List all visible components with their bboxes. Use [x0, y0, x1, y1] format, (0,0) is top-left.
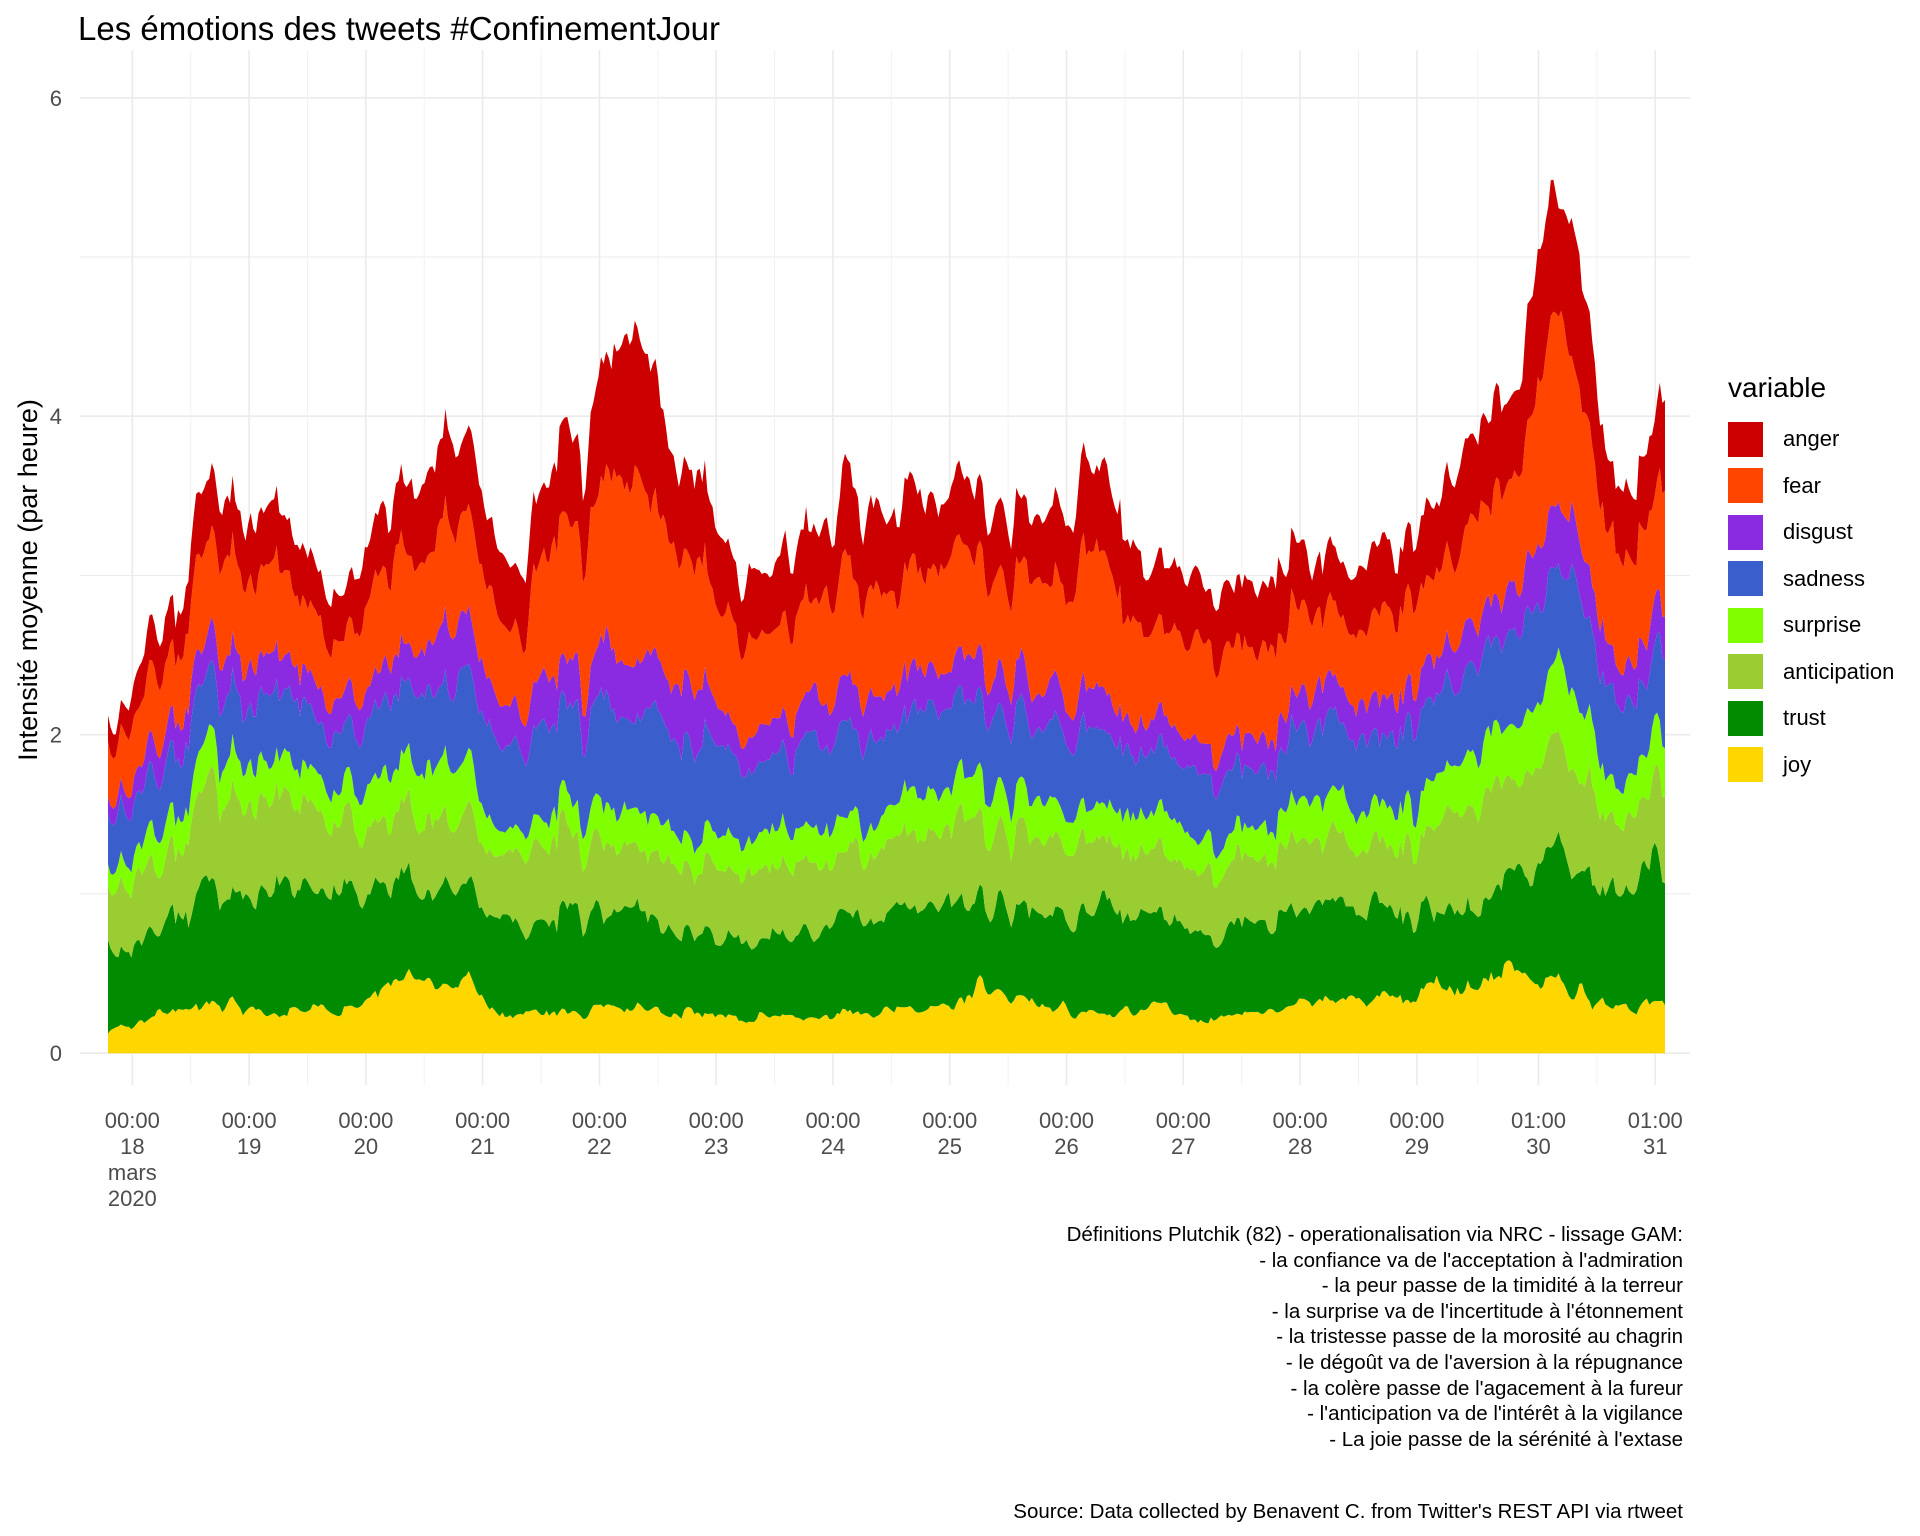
legend-swatch	[1728, 514, 1763, 550]
x-tick-label: 01:00 30	[1511, 1108, 1566, 1159]
caption-line: Définitions Plutchik (82) - operationali…	[1066, 1223, 1683, 1246]
legend-title: variable	[1728, 372, 1827, 403]
y-tick-label: 4	[50, 404, 62, 429]
y-tick-label: 0	[50, 1041, 62, 1066]
legend-item-disgust: disgust	[1725, 509, 1894, 556]
legend-item-trust: trust	[1725, 695, 1894, 742]
legend-swatch	[1728, 654, 1763, 690]
x-tick-label: 00:00 18 mars 2020	[105, 1108, 160, 1211]
source-note: Source: Data collected by Benavent C. fr…	[1013, 1500, 1683, 1523]
caption-line: - le dégoût va de l'aversion à la répugn…	[1285, 1350, 1683, 1374]
y-tick-label: 6	[50, 86, 62, 111]
x-tick-label: 00:00 21	[455, 1108, 510, 1159]
legend-item-joy: joy	[1725, 742, 1894, 789]
x-tick-label: 00:00 28	[1273, 1108, 1328, 1159]
caption-line: - la surprise va de l'incertitude à l'ét…	[1271, 1299, 1683, 1323]
y-axis-ticks: 0 2 4 6	[50, 86, 62, 1066]
caption-line: - la colère passe de l'agacement à la fu…	[1290, 1376, 1684, 1400]
caption-line: - La joie passe de la sérénité à l'extas…	[1329, 1427, 1683, 1451]
legend-label: trust	[1783, 705, 1826, 731]
legend-label: joy	[1783, 751, 1812, 777]
legend-swatch	[1728, 700, 1763, 736]
legend-label: disgust	[1783, 519, 1853, 545]
legend-items: anger fear disgust sadness surprise anticipat…	[1725, 416, 1894, 788]
legend-swatch	[1728, 607, 1763, 643]
area-surprise	[108, 647, 1665, 899]
legend-swatch	[1728, 421, 1763, 457]
caption: Définitions Plutchik (82) - operationali…	[1067, 1222, 1683, 1452]
x-axis-ticks: 00:00 18 mars 2020 00:00 19 00:00 20 00:00 21 00:0…	[105, 1108, 1683, 1211]
y-tick-label: 2	[50, 723, 62, 748]
x-tick-label: 00:00 25	[922, 1108, 977, 1159]
area-anger	[108, 179, 1665, 759]
caption-line: - la tristesse passe de la morosité au c…	[1276, 1325, 1683, 1349]
legend-label: surprise	[1783, 612, 1862, 638]
area-anticipation	[108, 730, 1665, 958]
x-tick-label: 01:00 31	[1628, 1108, 1683, 1159]
legend-label: fear	[1783, 472, 1821, 498]
y-axis-label: Intensité moyenne (par heure)	[13, 399, 43, 761]
chart-title: Les émotions des tweets #ConfinementJour	[78, 10, 721, 47]
x-tick-label: 00:00 26	[1039, 1108, 1094, 1159]
x-tick-label: 00:00 20	[338, 1108, 393, 1159]
legend: variable anger fear disgust sadness surprise…	[1725, 372, 1894, 788]
area-trust	[108, 831, 1665, 1034]
x-tick-label: 00:00 27	[1156, 1108, 1211, 1159]
legend-item-sadness: sadness	[1725, 556, 1894, 603]
x-tick-label: 00:00 19	[222, 1108, 277, 1159]
x-tick-label: 00:00 22	[572, 1108, 627, 1159]
legend-label: anticipation	[1783, 658, 1895, 684]
legend-item-anticipation: anticipation	[1725, 649, 1894, 696]
area-sadness	[108, 563, 1665, 875]
caption-line: - la peur passe de la timidité à la terr…	[1321, 1274, 1683, 1298]
area-joy	[108, 960, 1665, 1054]
legend-swatch	[1728, 468, 1763, 504]
area-fear	[108, 310, 1665, 809]
area-layers	[108, 179, 1665, 1054]
x-tick-label: 00:00 23	[689, 1108, 744, 1159]
area-disgust	[108, 500, 1665, 826]
x-tick-label: 00:00 24	[805, 1108, 860, 1159]
caption-line: - la confiance va de l'acceptation à l'a…	[1259, 1248, 1683, 1272]
legend-label: anger	[1783, 426, 1840, 452]
legend-item-fear: fear	[1725, 463, 1894, 510]
legend-swatch	[1728, 561, 1763, 597]
x-tick-label: 00:00 29	[1389, 1108, 1444, 1159]
legend-swatch	[1728, 747, 1763, 783]
legend-label: sadness	[1783, 565, 1865, 591]
legend-item-anger: anger	[1725, 416, 1894, 463]
legend-item-surprise: surprise	[1725, 602, 1894, 649]
caption-line: - l'anticipation va de l'intérêt à la vi…	[1307, 1402, 1683, 1426]
